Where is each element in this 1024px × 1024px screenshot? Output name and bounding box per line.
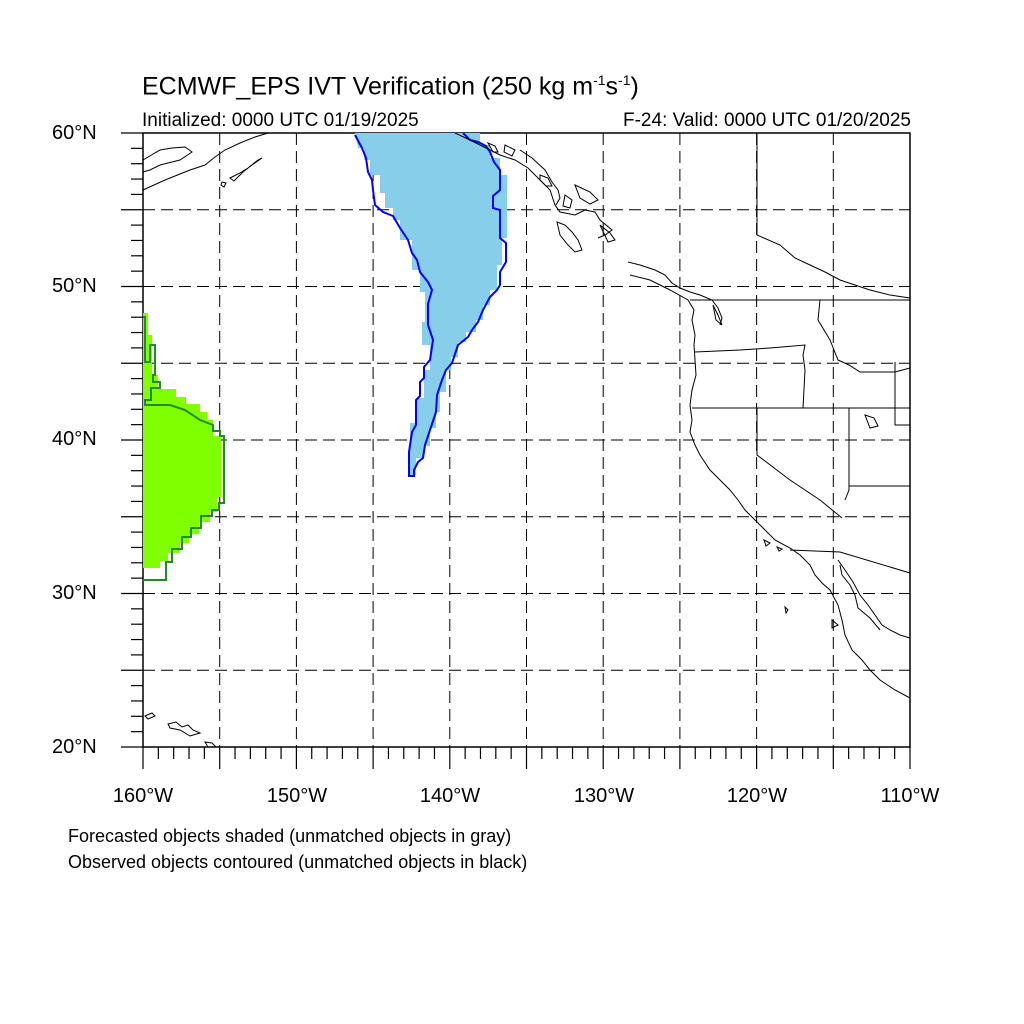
forecast-object-gulf-of-alaska — [355, 133, 507, 475]
observed-contour-gulf-of-alaska — [354, 132, 507, 477]
graticule — [143, 133, 910, 747]
lat-label-30: 30°N — [52, 582, 97, 604]
lon-label-120w: 120°W — [726, 785, 788, 807]
lat-label-50: 50°N — [52, 275, 97, 297]
title-close: ) — [630, 72, 639, 101]
title-exponent-1: -1 — [593, 72, 606, 88]
title-exponent-2: -1 — [618, 72, 631, 88]
lon-label-150w: 150°W — [266, 785, 328, 807]
observed-contour-west — [143, 316, 225, 581]
lon-label-140w: 140°W — [419, 785, 481, 807]
coastlines — [142, 132, 911, 748]
lon-label-160w: 160°W — [112, 785, 174, 807]
lon-label-110w: 110°W — [880, 785, 940, 807]
lat-label-20: 20°N — [52, 736, 97, 758]
forecast-object-west — [143, 313, 221, 568]
axis-ticks — [121, 132, 911, 769]
title-unit-s: s — [605, 72, 619, 101]
title-text: ECMWF_EPS IVT Verification (250 kg m — [142, 72, 594, 101]
legend-note-forecast: Forecasted objects shaded (unmatched obj… — [68, 826, 512, 846]
lon-label-130w: 130°W — [573, 785, 635, 807]
lat-label-60: 60°N — [52, 122, 97, 144]
init-time-label: Initialized: 0000 UTC 01/19/2025 — [142, 110, 419, 131]
chart-title: ECMWF_EPS IVT Verification (250 kg m-1s-… — [142, 72, 639, 101]
lat-label-40: 40°N — [52, 428, 97, 450]
valid-time-label: F-24: Valid: 0000 UTC 01/20/2025 — [623, 110, 911, 131]
legend-note-observed: Observed objects contoured (unmatched ob… — [68, 852, 528, 872]
